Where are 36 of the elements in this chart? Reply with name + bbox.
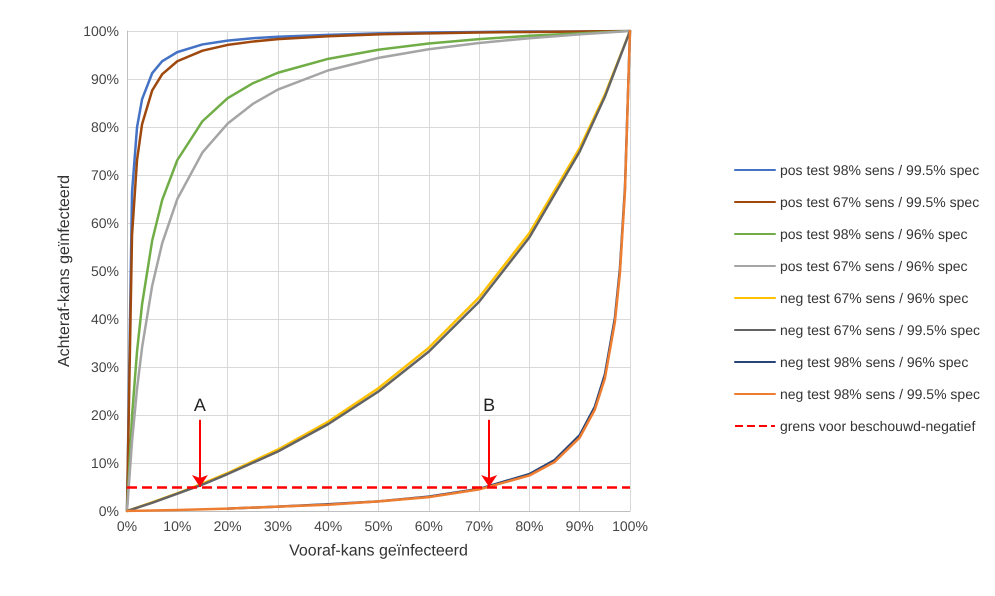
x-tick-label: 90% xyxy=(566,518,594,534)
y-tick-label: 0% xyxy=(98,503,119,519)
y-tick-label: 80% xyxy=(90,119,119,135)
x-axis-title: Vooraf-kans geïnfecteerd xyxy=(289,542,468,560)
legend-label: neg test 98% sens / 96% spec xyxy=(780,354,968,370)
x-tick-label: 10% xyxy=(163,518,192,534)
y-tick-label: 90% xyxy=(90,71,119,87)
legend-label: pos test 98% sens / 99.5% spec xyxy=(780,162,980,178)
y-tick-label: 70% xyxy=(90,167,119,183)
x-tick-label: 30% xyxy=(264,518,292,534)
y-tick-label: 60% xyxy=(90,215,119,231)
annotation: A xyxy=(194,394,206,415)
y-tick-label: 100% xyxy=(83,23,119,39)
legend-label: grens voor beschouwd-negatief xyxy=(780,418,976,434)
x-tick-label: 80% xyxy=(515,518,544,534)
x-tick-label: 0% xyxy=(116,518,138,534)
x-tick-label: 100% xyxy=(612,518,648,534)
y-tick-label: 50% xyxy=(90,263,119,279)
x-tick-label: 70% xyxy=(465,518,494,534)
legend-label: pos test 98% sens / 96% spec xyxy=(780,226,968,242)
legend-label: pos test 67% sens / 96% spec xyxy=(780,258,968,274)
x-tick-label: 50% xyxy=(364,518,393,534)
legend-label: pos test 67% sens / 99.5% spec xyxy=(780,194,980,210)
y-tick-label: 10% xyxy=(90,455,119,471)
annotation: B xyxy=(483,394,496,415)
y-tick-label: 30% xyxy=(90,359,119,375)
line-series xyxy=(126,30,632,512)
y-axis-title: Achteraf-kans geïnfecteerd xyxy=(56,174,73,368)
x-tick-label: 20% xyxy=(214,518,242,534)
y-tick-label: 40% xyxy=(90,311,119,327)
legend-label: neg test 98% sens / 99.5% spec xyxy=(780,386,980,402)
x-tick-label: 40% xyxy=(314,518,342,534)
legend-label: neg test 67% sens / 96% spec xyxy=(780,290,968,306)
y-tick-label: 20% xyxy=(90,407,119,423)
legend-label: neg test 67% sens / 99.5% spec xyxy=(780,322,980,338)
x-tick-label: 60% xyxy=(414,518,443,534)
